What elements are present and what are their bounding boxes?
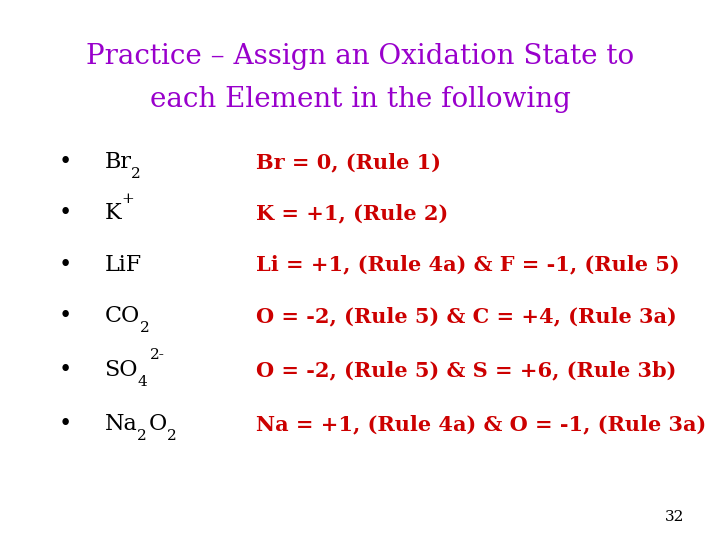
Text: O = -2, (Rule 5) & S = +6, (Rule 3b): O = -2, (Rule 5) & S = +6, (Rule 3b) <box>256 360 676 380</box>
Text: 2-: 2- <box>150 348 165 362</box>
Text: Na = +1, (Rule 4a) & O = -1, (Rule 3a): Na = +1, (Rule 4a) & O = -1, (Rule 3a) <box>256 414 706 434</box>
Text: •: • <box>58 151 71 173</box>
Text: K: K <box>104 202 121 224</box>
Text: +: + <box>121 192 134 206</box>
Text: K = +1, (Rule 2): K = +1, (Rule 2) <box>256 203 448 224</box>
Text: Br: Br <box>104 151 131 173</box>
Text: •: • <box>58 202 71 224</box>
Text: 2: 2 <box>167 429 177 443</box>
Text: CO: CO <box>104 305 140 327</box>
Text: LiF: LiF <box>104 254 142 275</box>
Text: O = -2, (Rule 5) & C = +4, (Rule 3a): O = -2, (Rule 5) & C = +4, (Rule 3a) <box>256 306 676 326</box>
Text: 2: 2 <box>140 321 150 335</box>
Text: •: • <box>58 305 71 327</box>
Text: 4: 4 <box>138 375 148 389</box>
Text: each Element in the following: each Element in the following <box>150 86 570 113</box>
Text: 32: 32 <box>665 510 684 524</box>
Text: 2: 2 <box>132 167 141 181</box>
Text: •: • <box>58 413 71 435</box>
Text: 2: 2 <box>137 429 147 443</box>
Text: Li = +1, (Rule 4a) & F = -1, (Rule 5): Li = +1, (Rule 4a) & F = -1, (Rule 5) <box>256 254 679 275</box>
Text: Na: Na <box>104 413 137 435</box>
Text: Practice – Assign an Oxidation State to: Practice – Assign an Oxidation State to <box>86 43 634 70</box>
Text: •: • <box>58 359 71 381</box>
Text: •: • <box>58 254 71 275</box>
Text: O: O <box>149 413 167 435</box>
Text: SO: SO <box>104 359 138 381</box>
Text: Br = 0, (Rule 1): Br = 0, (Rule 1) <box>256 152 441 172</box>
